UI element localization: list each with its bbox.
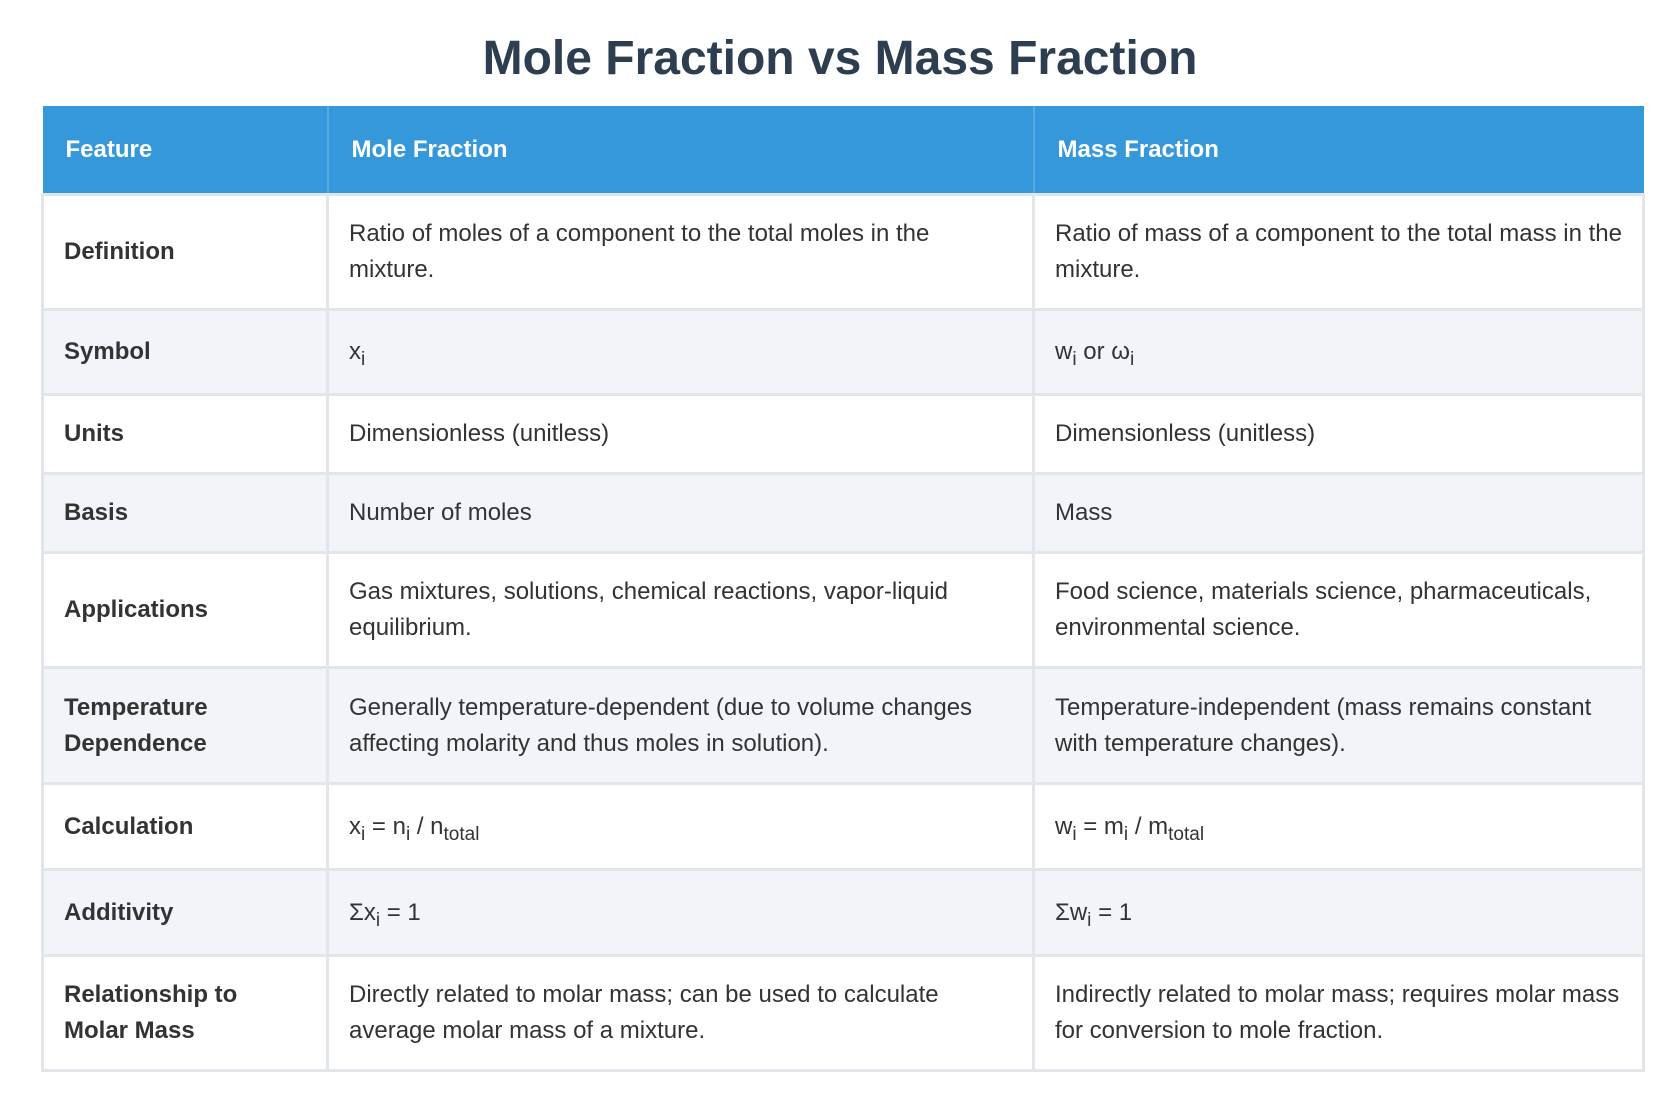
formula-subscript: total xyxy=(443,823,480,845)
table-row: Temperature Dependence Generally temperat… xyxy=(41,666,1645,785)
feature-cell: Additivity xyxy=(41,868,329,957)
table-row: Basis Number of moles Mass xyxy=(41,472,1645,554)
mass-cell: Mass xyxy=(1032,472,1645,554)
formula-subscript: i xyxy=(1123,823,1129,845)
formula-subscript: i xyxy=(361,823,366,845)
feature-line: Temperature xyxy=(64,693,208,721)
feature-cell: Applications xyxy=(41,551,329,669)
table-row: Definition Ratio of moles of a component… xyxy=(41,193,1645,311)
mass-cell: Σwi = 1 xyxy=(1032,868,1645,957)
formula-part: = m xyxy=(1076,812,1124,840)
table-row: Relationship to Molar Mass Directly relat… xyxy=(41,954,1645,1072)
feature-line: Relationship to xyxy=(64,981,238,1008)
page-title: Mole Fraction vs Mass Fraction xyxy=(482,32,1198,85)
feature-cell: Calculation xyxy=(41,782,329,871)
formula-part: = 1 xyxy=(380,898,421,926)
formula-part: x xyxy=(349,812,361,840)
formula-subscript: i xyxy=(405,823,411,845)
symbol-subscript: i xyxy=(1130,349,1135,370)
table-header-row: Feature Mole Fraction Mass Fraction xyxy=(42,106,1644,196)
mass-cell: Indirectly related to molar mass; requir… xyxy=(1032,954,1645,1072)
symbol-subscript: i xyxy=(361,349,366,370)
formula-part: = 1 xyxy=(1091,898,1133,926)
feature-cell: Definition xyxy=(41,193,329,311)
formula-part: = n xyxy=(365,812,406,840)
mass-cell: Temperature-independent (mass remains co… xyxy=(1032,666,1645,785)
mole-cell: Directly related to molar mass; can be u… xyxy=(326,954,1035,1072)
feature-cell: Units xyxy=(41,393,329,475)
mole-cell: xi xyxy=(326,308,1035,396)
feature-line: Dependence xyxy=(64,729,207,757)
mole-cell: Gas mixtures, solutions, chemical reacti… xyxy=(326,551,1035,669)
header-mole-fraction: Mole Fraction xyxy=(327,106,1035,196)
feature-cell: Basis xyxy=(41,472,329,554)
table-row: Applications Gas mixtures, solutions, ch… xyxy=(41,551,1645,669)
mass-cell: wi = mi / mtotal xyxy=(1032,782,1645,871)
mole-cell: Σxi = 1 xyxy=(326,868,1035,957)
table-row: Units Dimensionless (unitless) Dimension… xyxy=(41,393,1645,475)
symbol-text: or ω xyxy=(1076,338,1130,365)
formula-part: Σx xyxy=(349,898,376,926)
symbol-subscript: i xyxy=(1072,349,1077,370)
feature-cell: Temperature Dependence xyxy=(41,666,329,785)
mole-cell: Dimensionless (unitless) xyxy=(326,393,1035,475)
formula-subscript: i xyxy=(375,909,381,931)
comparison-table: Feature Mole Fraction Mass Fraction Defi… xyxy=(41,106,1645,1072)
mole-cell: xi = ni / ntotal xyxy=(326,782,1035,871)
feature-cell: Symbol xyxy=(41,308,329,396)
formula-part: / m xyxy=(1128,812,1169,840)
feature-cell: Relationship to Molar Mass xyxy=(41,954,329,1072)
feature-line: Molar Mass xyxy=(64,1017,195,1044)
symbol-base: x xyxy=(349,338,361,365)
formula-subscript: i xyxy=(1072,823,1077,845)
formula-subscript: i xyxy=(1087,909,1092,931)
table-row: Additivity Σxi = 1 Σwi = 1 xyxy=(41,868,1645,957)
symbol-base: w xyxy=(1055,338,1073,365)
header-feature: Feature xyxy=(42,106,329,196)
table-row: Calculation xi = ni / ntotal wi = mi / m… xyxy=(41,782,1645,871)
header-mass-fraction: Mass Fraction xyxy=(1033,106,1644,196)
formula-part: w xyxy=(1055,812,1073,840)
mole-cell: Number of moles xyxy=(326,472,1035,554)
mass-cell: Ratio of mass of a component to the tota… xyxy=(1032,193,1645,311)
table-row: Symbol xi wi or ωi xyxy=(41,308,1645,396)
mass-cell: Dimensionless (unitless) xyxy=(1032,393,1645,475)
formula-part: / n xyxy=(410,812,444,840)
mole-cell: Ratio of moles of a component to the tot… xyxy=(326,193,1035,311)
mass-cell: wi or ωi xyxy=(1032,308,1645,396)
mass-cell: Food science, materials science, pharmac… xyxy=(1032,551,1645,669)
formula-subscript: total xyxy=(1168,823,1205,845)
formula-part: Σw xyxy=(1055,898,1088,926)
mole-cell: Generally temperature-dependent (due to … xyxy=(326,666,1035,785)
